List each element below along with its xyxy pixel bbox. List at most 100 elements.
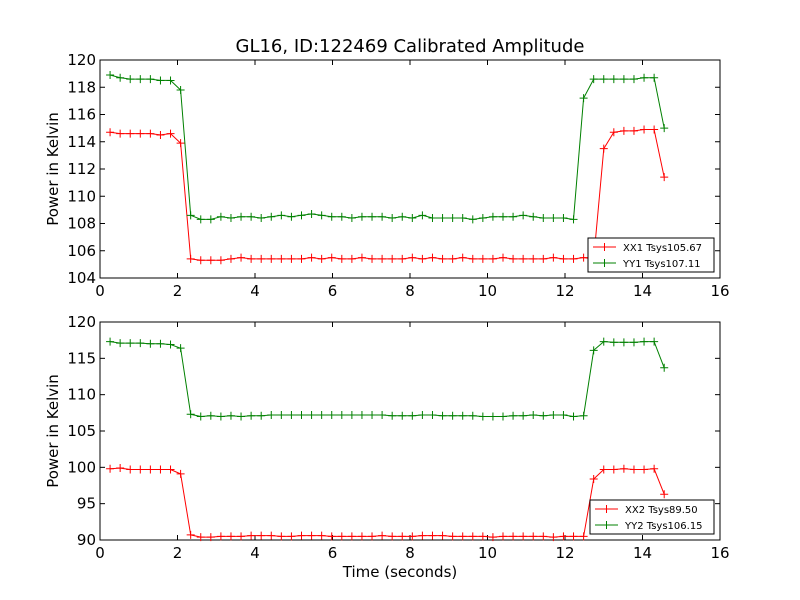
- data-point: [599, 465, 608, 474]
- data-point: [287, 532, 296, 541]
- data-point: [116, 464, 125, 473]
- y-axis-label: Power in Kelvin: [44, 374, 62, 488]
- data-point: [428, 531, 437, 540]
- data-point: [599, 75, 608, 84]
- data-point: [579, 411, 588, 420]
- data-point: [166, 129, 175, 138]
- y-tick-label: 112: [67, 160, 96, 178]
- data-point: [368, 254, 377, 263]
- data-point: [408, 411, 417, 420]
- data-point: [549, 533, 558, 542]
- y-tick-label: 100: [67, 458, 96, 476]
- data-point: [468, 532, 477, 541]
- data-point: [650, 125, 659, 134]
- data-point: [559, 411, 568, 420]
- data-point: [106, 337, 115, 346]
- data-point: [357, 532, 366, 541]
- data-point: [136, 465, 145, 474]
- legend-label: XX1 Tsys105.67: [623, 243, 702, 254]
- data-point: [287, 411, 296, 420]
- data-point: [216, 256, 225, 265]
- data-point: [468, 254, 477, 263]
- data-point: [650, 464, 659, 473]
- x-axis-label: Time (seconds): [342, 563, 458, 581]
- data-point: [176, 469, 185, 478]
- data-point: [307, 411, 316, 420]
- data-point: [106, 128, 115, 137]
- data-point: [438, 254, 447, 263]
- data-point: [650, 73, 659, 82]
- y-tick-label: 110: [67, 386, 96, 404]
- data-point: [378, 254, 387, 263]
- data-point: [499, 212, 507, 221]
- x-tick-label: 2: [173, 282, 183, 300]
- y-axis-label: Power in Kelvin: [44, 112, 62, 226]
- data-point: [408, 253, 417, 262]
- data-point: [226, 214, 235, 223]
- x-tick-label: 2: [173, 544, 183, 562]
- data-point: [156, 339, 165, 348]
- data-point: [388, 214, 397, 223]
- data-point: [267, 411, 276, 420]
- data-point: [539, 411, 548, 420]
- data-point: [368, 411, 377, 420]
- x-tick-label: 16: [710, 544, 729, 562]
- data-point: [458, 214, 467, 223]
- data-point: [488, 212, 497, 221]
- data-point: [126, 129, 135, 138]
- data-point: [196, 215, 205, 224]
- data-point: [619, 464, 628, 473]
- data-point: [589, 474, 598, 483]
- data-point: [317, 211, 326, 220]
- data-point: [629, 75, 638, 84]
- legend-marker: [602, 521, 611, 529]
- data-point: [247, 531, 256, 540]
- top-plot: 0 2 4 6 8 10 12 14 16 104 106 108 110 112 114 116 118 120…: [44, 51, 730, 300]
- data-point: [398, 212, 407, 221]
- data-point: [136, 129, 145, 138]
- data-point: [478, 214, 487, 223]
- x-tick-label: 8: [405, 282, 415, 300]
- data-point: [287, 254, 296, 263]
- x-tick-label: 14: [633, 544, 652, 562]
- x-tick-label: 10: [478, 282, 497, 300]
- data-point: [186, 410, 195, 419]
- data-point: [428, 214, 437, 223]
- data-point: [206, 411, 215, 420]
- data-point: [146, 465, 155, 474]
- data-point: [640, 73, 649, 82]
- data-point: [418, 411, 427, 420]
- data-point: [539, 532, 548, 541]
- data-point: [347, 254, 356, 263]
- data-point: [126, 339, 135, 348]
- data-point: [579, 94, 588, 103]
- data-point: [146, 129, 155, 138]
- x-tick-label: 8: [405, 544, 415, 562]
- data-point: [529, 254, 538, 263]
- data-point: [629, 338, 638, 347]
- x-tick-label: 0: [95, 544, 105, 562]
- data-point: [347, 411, 356, 420]
- legend-label: XX2 Tsys89.50: [625, 505, 698, 516]
- x-tick-label: 6: [328, 544, 338, 562]
- legend-marker: [602, 505, 611, 513]
- data-point: [609, 465, 618, 474]
- data-point: [327, 212, 336, 221]
- data-point: [287, 212, 296, 221]
- data-point: [307, 209, 316, 218]
- data-point: [398, 532, 407, 541]
- data-point: [277, 254, 286, 263]
- data-point: [116, 339, 125, 348]
- y-tick-label: 115: [67, 349, 96, 367]
- data-point: [529, 411, 538, 420]
- data-point: [226, 254, 235, 263]
- data-point: [226, 411, 235, 420]
- y-tick-label: 118: [67, 78, 96, 96]
- legend-label: YY2 Tsys106.15: [624, 521, 703, 532]
- data-point: [458, 532, 467, 541]
- data-point: [619, 126, 628, 135]
- y-tick-label: 105: [67, 422, 96, 440]
- data-point: [398, 254, 407, 263]
- data-point: [186, 530, 195, 539]
- data-point: [488, 254, 497, 263]
